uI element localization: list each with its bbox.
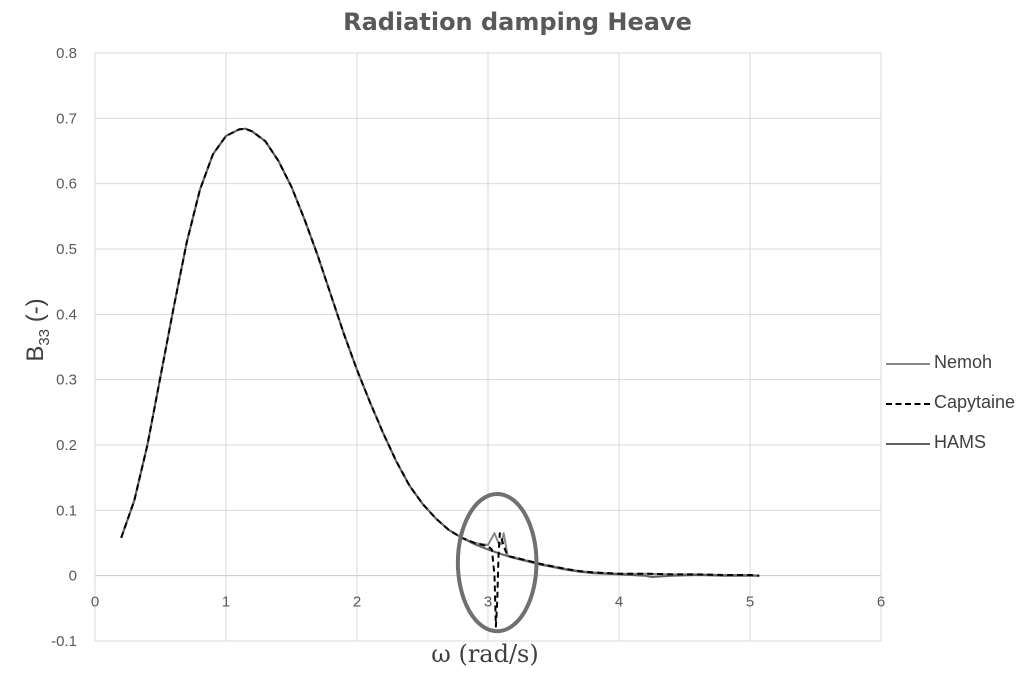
y-tick-label: 0.4 [56,306,77,323]
legend-item-hams: HAMS [886,432,1035,456]
x-tick-label: 3 [484,594,492,611]
x-tick-label: 4 [615,594,623,611]
y-tick-label: 0.6 [56,176,77,193]
chart-title: Radiation damping Heave [343,8,692,36]
y-axis-label-subscript: 33 [35,328,53,346]
legend-swatch-capytaine [886,403,930,405]
legend-item-capytaine: Capytaine [886,392,1035,416]
gridlines [94,52,882,642]
x-axis-label: ω (rad/s) [431,640,539,668]
series-lines [120,127,760,628]
x-tick-label: 0 [91,594,99,611]
y-tick-label: 0.2 [56,437,77,454]
x-tick-label: 6 [877,594,885,611]
y-tick-label: 0.1 [56,502,77,519]
x-tick-label: 2 [353,594,361,611]
y-tick-label: 0.8 [56,45,77,62]
legend-label-capytaine: Capytaine [934,392,1016,412]
legend-label-nemoh: Nemoh [934,352,993,372]
y-tick-label: -0.1 [51,633,77,650]
series-line-capytaine [120,127,760,628]
series-line-hams [120,127,760,578]
x-tick-label: 5 [746,594,754,611]
series-line-nemoh [120,127,760,577]
y-axis-label-main: B [22,345,49,362]
x-tick-label: 1 [222,594,230,611]
y-tick-label: 0 [69,568,77,585]
legend-label-hams: HAMS [934,432,987,452]
highlight-ellipse [455,491,539,634]
y-tick-labels: -0.1 0 0.1 0.2 0.3 0.4 0.5 0.6 0.7 0.8 [51,45,77,650]
annotation-layer [455,491,539,634]
legend-swatch-hams [886,443,930,445]
legend-item-nemoh: Nemoh [886,352,1035,376]
y-tick-label: 0.3 [56,372,77,389]
y-tick-label: 0.7 [56,110,77,127]
y-axis-label-suffix: (-) [22,298,49,329]
y-axis-label: B33 (-) [22,298,53,361]
y-tick-label: 0.5 [56,241,77,258]
x-tick-labels: 0 1 2 3 4 5 6 [91,594,885,611]
legend-swatch-nemoh [886,363,930,365]
